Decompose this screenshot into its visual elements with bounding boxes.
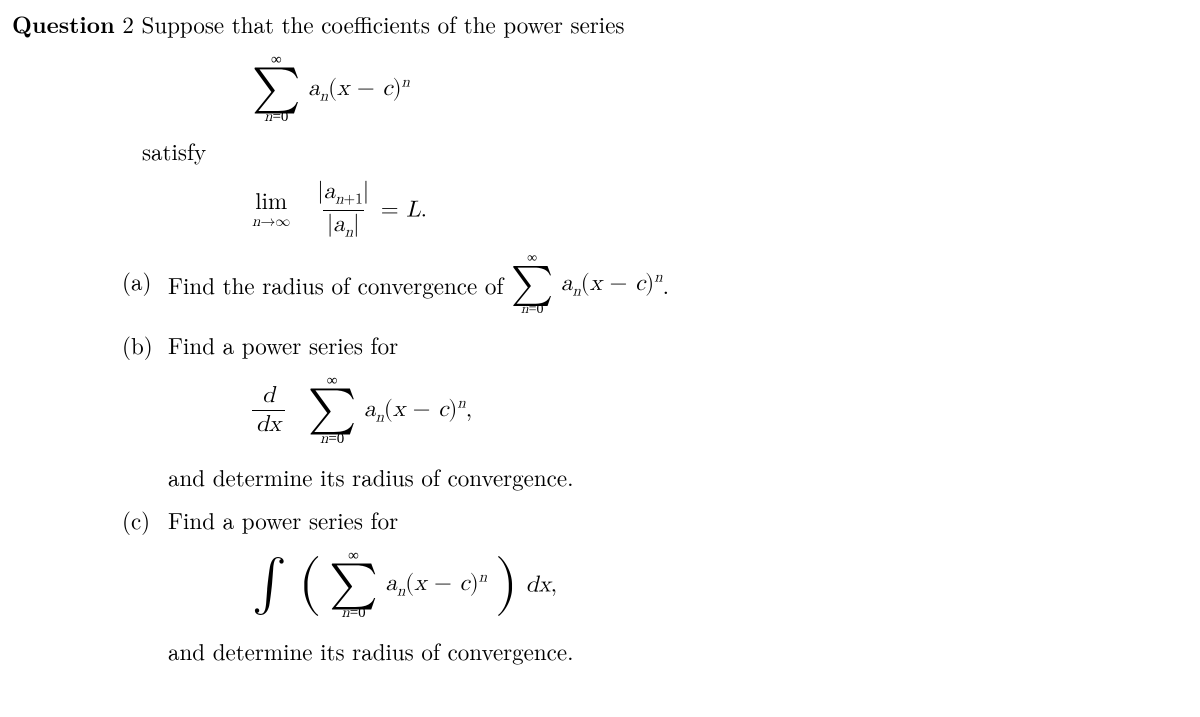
part-b-label: (b) bbox=[122, 329, 168, 360]
sigma-icon: ∞ ∑ n=0 bbox=[252, 53, 301, 125]
ratio-num: |an+1| bbox=[313, 180, 373, 209]
sigma-glyph: ∑ bbox=[308, 389, 357, 430]
part-a-label: (a) bbox=[122, 265, 168, 296]
ratio-display: lim n→∞ |an+1| |an| = L. bbox=[12, 180, 1188, 240]
d-den: dx bbox=[252, 410, 285, 437]
lim-sub: n→∞ bbox=[252, 214, 290, 229]
ratio-L: L bbox=[406, 199, 420, 222]
ratio-eq: = bbox=[381, 199, 407, 222]
sigma-icon: ∞ ∑ n=0 bbox=[329, 549, 378, 621]
question-label: Question bbox=[12, 7, 115, 40]
part-b-prose: Find a power series for bbox=[168, 328, 398, 361]
question-number: 2 bbox=[122, 7, 134, 40]
lim-operator: lim n→∞ bbox=[252, 191, 290, 229]
comma: , bbox=[551, 573, 557, 596]
part-c-after: and determine its radius of convergence. bbox=[168, 635, 1188, 666]
question-intro: Suppose that the coefficients of the pow… bbox=[142, 7, 625, 40]
part-b: (b) Find a power series for bbox=[122, 329, 1188, 360]
sum-lower: n=0 bbox=[521, 302, 544, 317]
sigma-glyph: ∑ bbox=[252, 68, 301, 109]
series-term: an(x − c)n bbox=[308, 77, 410, 100]
part-c-text: Find a power series for bbox=[168, 504, 1188, 535]
satisfy-line: satisfy bbox=[142, 135, 1188, 166]
comma: , bbox=[466, 399, 472, 422]
sigma-icon: ∞ ∑ n=0 bbox=[511, 252, 553, 317]
part-b-after: and determine its radius of convergence. bbox=[168, 461, 1188, 492]
sigma-glyph: ∑ bbox=[511, 266, 553, 302]
series-term-inline: an(x − c)n bbox=[561, 272, 663, 295]
ratio-period: . bbox=[421, 199, 427, 222]
lparen-icon: ( bbox=[298, 553, 321, 613]
rparen-icon: ) bbox=[495, 553, 518, 613]
page: Question 2 Suppose that the coefficients… bbox=[0, 0, 1200, 678]
dx: dx bbox=[526, 573, 551, 596]
part-c-prose: Find a power series for bbox=[168, 503, 398, 536]
part-c-label: (c) bbox=[122, 504, 168, 535]
part-b-text: Find a power series for bbox=[168, 329, 1188, 360]
sigma-icon: ∞ ∑ n=0 bbox=[308, 374, 357, 446]
part-a: (a) Find the radius of convergence of ∞ … bbox=[122, 252, 1188, 317]
ratio-fraction: |an+1| |an| bbox=[313, 180, 373, 240]
integral-icon: ∫ bbox=[252, 558, 287, 610]
sum-lower: n=0 bbox=[264, 109, 288, 125]
series-term: an(x − c)n bbox=[385, 572, 487, 595]
ratio-den: |an| bbox=[323, 210, 364, 240]
question-heading: Question 2 Suppose that the coefficients… bbox=[12, 8, 1188, 39]
lim-word: lim bbox=[255, 191, 287, 214]
series-display: ∞ ∑ n=0 an(x − c)n bbox=[12, 53, 1188, 125]
d-dx: d dx bbox=[252, 384, 285, 437]
d-num: d bbox=[258, 384, 279, 410]
series-term: an(x − c)n bbox=[364, 398, 466, 421]
satisfy-text: satisfy bbox=[142, 134, 206, 167]
sum-lower: n=0 bbox=[320, 431, 344, 447]
part-a-prose: Find the radius of convergence of bbox=[168, 268, 511, 301]
sum-lower: n=0 bbox=[341, 605, 365, 621]
part-a-text: Find the radius of convergence of ∞ ∑ n=… bbox=[168, 252, 1188, 317]
integral-display: ∫ ( ∞ ∑ n=0 an(x − c)n ) dx, bbox=[12, 549, 1188, 621]
part-c: (c) Find a power series for bbox=[122, 504, 1188, 535]
derivative-display: d dx ∞ ∑ n=0 an(x − c)n, bbox=[12, 374, 1188, 446]
sigma-glyph: ∑ bbox=[329, 564, 378, 605]
